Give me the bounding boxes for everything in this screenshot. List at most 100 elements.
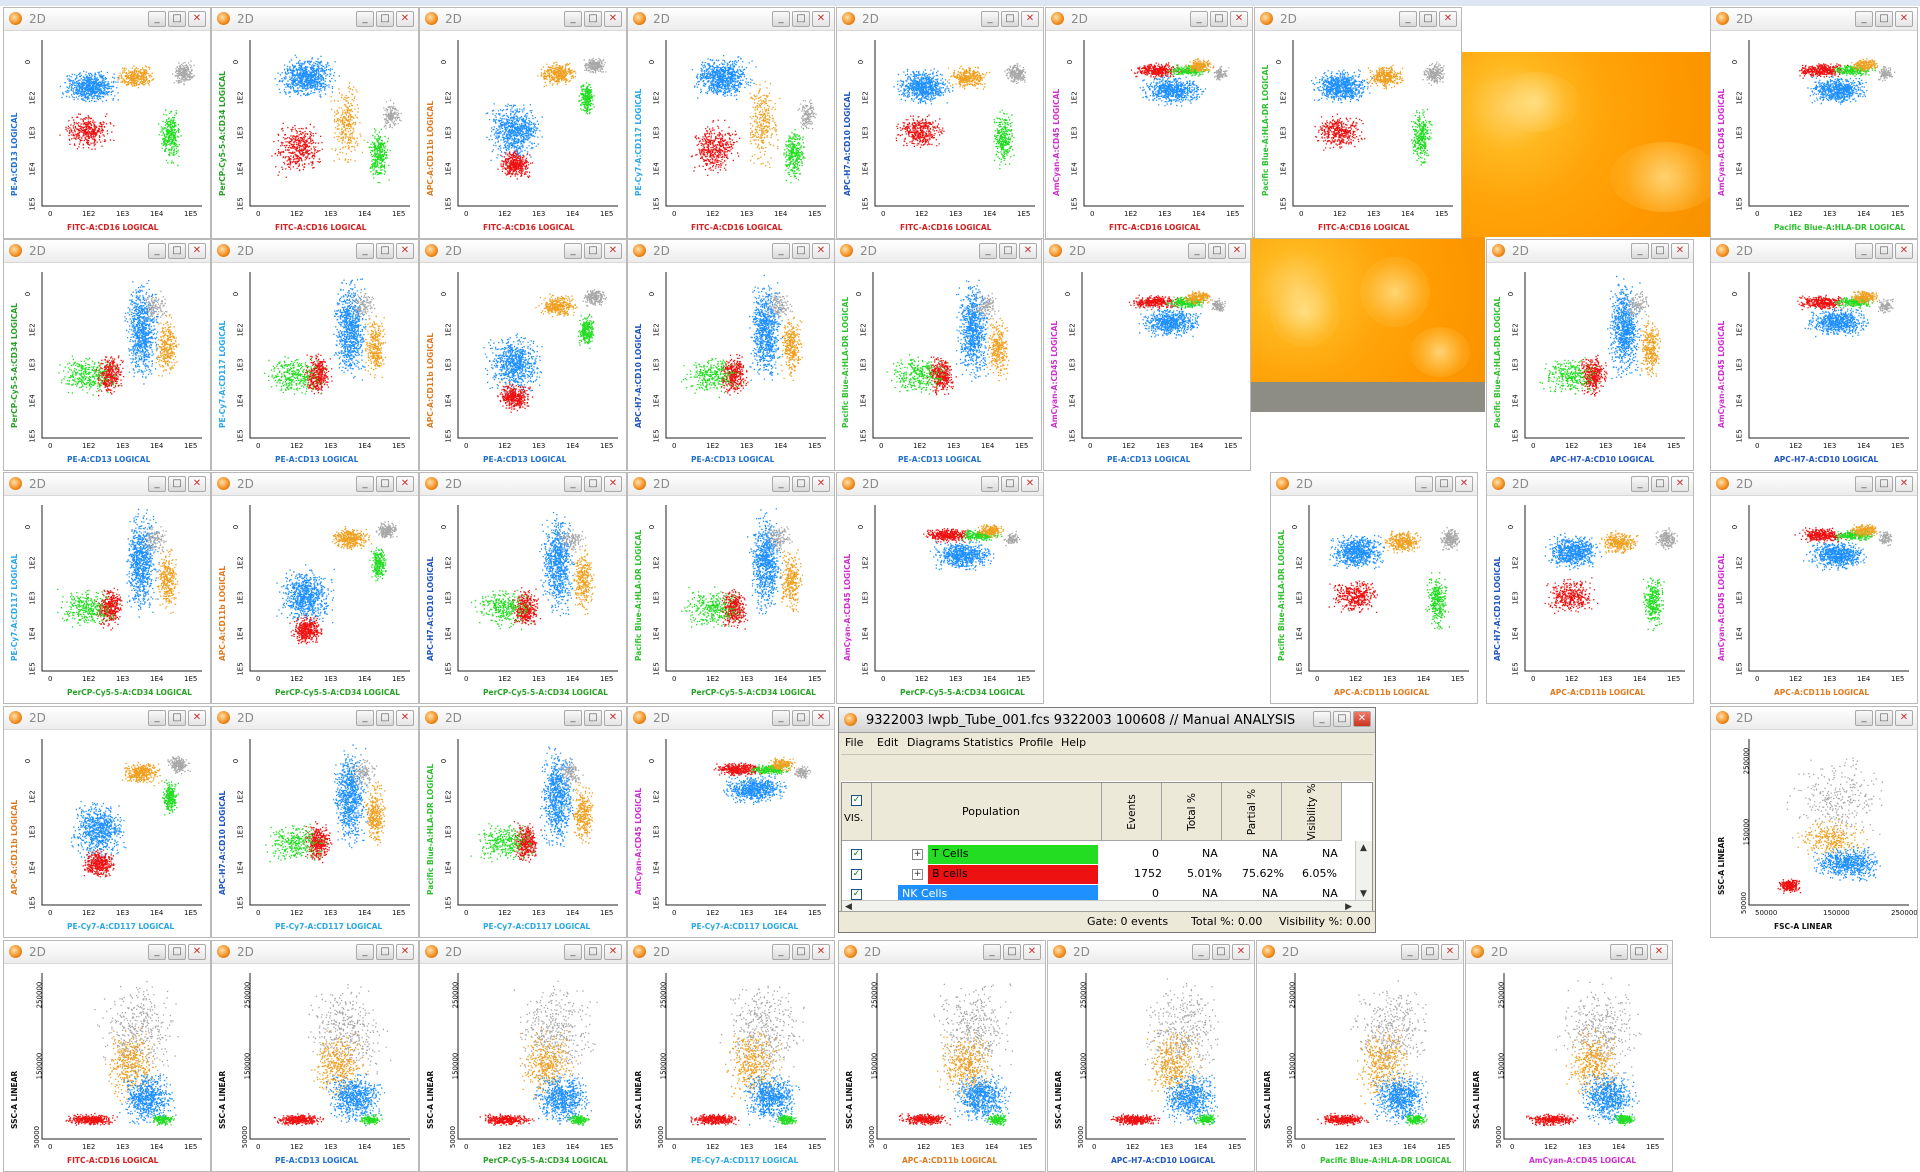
close-button[interactable]: ✕ — [188, 243, 206, 259]
plot-title-bar[interactable]: 2D _ □ ✕ — [212, 240, 418, 263]
plot-window[interactable]: 2D _ □ ✕ 0 1E2 1E3 1E4 1E5 0 1E2 1E3 1E4 1E5 PE-Cy… — [419, 706, 627, 938]
plot-window[interactable]: 2D _ □ ✕ 0 1E2 1E3 1E4 1E5 0 1E2 1E3 1E4 1E5 FITC-… — [3, 7, 211, 239]
maximize-button[interactable]: □ — [1003, 944, 1021, 960]
minimize-button[interactable]: _ — [356, 710, 374, 726]
maximize-button[interactable]: □ — [168, 243, 186, 259]
plot-window[interactable]: 2D _ □ ✕ 0 1E2 1E3 1E4 1E5 0 1E2 1E3 1E4 1E5 APC-A… — [1270, 472, 1478, 704]
close-button[interactable]: ✕ — [1671, 476, 1689, 492]
close-button[interactable]: ✕ — [812, 476, 830, 492]
maximize-button[interactable]: □ — [584, 710, 602, 726]
close-button[interactable]: ✕ — [1230, 11, 1248, 27]
plot-window[interactable]: 2D _ □ ✕ 0 1E2 1E3 1E4 1E5 0 1E2 1E3 1E4 1E5 APC-A… — [1486, 472, 1694, 704]
close-button[interactable]: ✕ — [1441, 944, 1459, 960]
maximize-button[interactable]: □ — [168, 476, 186, 492]
plot-title-bar[interactable]: 2D _ □ ✕ — [1271, 473, 1477, 496]
minimize-button[interactable]: _ — [148, 476, 166, 492]
minimize-button[interactable]: _ — [1855, 11, 1873, 27]
maximize-button[interactable]: □ — [999, 243, 1017, 259]
maximize-button[interactable]: □ — [376, 476, 394, 492]
plot-title-bar[interactable]: 2D _ □ ✕ — [1487, 240, 1693, 263]
plot-window[interactable]: 2D _ □ ✕ 0 1E2 1E3 1E4 1E5 0 1E2 1E3 1E4 1E5 PerCP… — [211, 472, 419, 704]
dot-plot[interactable]: 0 1E2 1E3 1E4 1E5 0 1E2 1E3 1E4 1E5 FITC-A:CD16 LO… — [1046, 30, 1252, 238]
plot-window[interactable]: 2D _ □ ✕ 0 1E2 1E3 1E4 1E5 0 1E2 1E3 1E4 1E5 APC-A… — [1710, 472, 1918, 704]
dot-plot[interactable]: 0 1E2 1E3 1E4 1E5 250000 150000 50000 APC-A:CD11… — [839, 963, 1045, 1171]
dot-plot[interactable]: 0 1E2 1E3 1E4 1E5 250000 150000 50000 PE-A:CD13 … — [212, 963, 418, 1171]
minimize-button[interactable]: _ — [564, 11, 582, 27]
close-button[interactable]: ✕ — [1895, 243, 1913, 259]
minimize-button[interactable]: _ — [148, 11, 166, 27]
expand-toggle[interactable]: + — [912, 849, 923, 860]
dot-plot[interactable]: 0 1E2 1E3 1E4 1E5 0 1E2 1E3 1E4 1E5 APC-H7-A:CD10 … — [1487, 262, 1693, 470]
plot-window[interactable]: 2D _ □ ✕ 0 1E2 1E3 1E4 1E5 0 1E2 1E3 1E4 1E5 PerCP… — [836, 472, 1044, 704]
maximize-button[interactable]: □ — [1333, 711, 1351, 727]
plot-window[interactable]: 2D _ □ ✕ 0 1E2 1E3 1E4 1E5 250000 150000 50000 F… — [3, 940, 211, 1172]
column-header-vis[interactable]: ✓ VIS. — [842, 783, 872, 841]
dot-plot[interactable]: 0 1E2 1E3 1E4 1E5 0 1E2 1E3 1E4 1E5 PE-A:CD13 LOGI… — [1044, 262, 1250, 470]
minimize-button[interactable]: _ — [1610, 944, 1628, 960]
dot-plot[interactable]: 0 1E2 1E3 1E4 1E5 0 1E2 1E3 1E4 1E5 PerCP-Cy5-5-A:… — [420, 495, 626, 703]
select-all-checkbox[interactable]: ✓ — [851, 795, 862, 806]
plot-title-bar[interactable]: 2D _ □ ✕ — [1257, 941, 1463, 964]
maximize-button[interactable]: □ — [376, 710, 394, 726]
close-button[interactable]: ✕ — [1019, 243, 1037, 259]
analysis-title-bar[interactable]: 9322003 lwpb_Tube_001.fcs 9322003 100608… — [839, 708, 1375, 733]
plot-title-bar[interactable]: 2D _ □ ✕ — [837, 473, 1043, 496]
column-header-total[interactable]: Total % — [1162, 783, 1222, 841]
minimize-button[interactable]: _ — [772, 944, 790, 960]
minimize-button[interactable]: _ — [772, 243, 790, 259]
minimize-button[interactable]: _ — [356, 944, 374, 960]
close-button[interactable]: ✕ — [1021, 11, 1039, 27]
plot-window[interactable]: 2D _ □ ✕ 0 1E2 1E3 1E4 1E5 250000 150000 50000 P… — [419, 940, 627, 1172]
minimize-button[interactable]: _ — [356, 243, 374, 259]
maximize-button[interactable]: □ — [1208, 243, 1226, 259]
plot-title-bar[interactable]: 2D _ □ ✕ — [839, 941, 1045, 964]
close-button[interactable]: ✕ — [1232, 944, 1250, 960]
close-button[interactable]: ✕ — [812, 11, 830, 27]
minimize-button[interactable]: _ — [1192, 944, 1210, 960]
plot-window[interactable]: 2D _ □ ✕ 0 1E2 1E3 1E4 1E5 0 1E2 1E3 1E4 1E5 PerCP… — [627, 472, 835, 704]
plot-window[interactable]: 2D _ □ ✕ 0 1E2 1E3 1E4 1E5 0 1E2 1E3 1E4 1E5 PE-Cy… — [3, 706, 211, 938]
column-header-events[interactable]: Events — [1102, 783, 1162, 841]
dot-plot[interactable]: 0 1E2 1E3 1E4 1E5 250000 150000 50000 PerCP-Cy5-… — [420, 963, 626, 1171]
minimize-button[interactable]: _ — [564, 243, 582, 259]
plot-title-bar[interactable]: 2D _ □ ✕ — [1711, 473, 1917, 496]
dot-plot[interactable]: 0 1E2 1E3 1E4 1E5 0 1E2 1E3 1E4 1E5 Pacific Blue-A… — [1711, 30, 1917, 238]
plot-title-bar[interactable]: 2D _ □ ✕ — [420, 941, 626, 964]
analysis-window[interactable]: 9322003 lwpb_Tube_001.fcs 9322003 100608… — [838, 707, 1376, 933]
plot-window[interactable]: 2D _ □ ✕ 0 1E2 1E3 1E4 1E5 0 1E2 1E3 1E4 1E5 PerCP… — [3, 472, 211, 704]
minimize-button[interactable]: _ — [564, 944, 582, 960]
dot-plot[interactable]: 0 1E2 1E3 1E4 1E5 0 1E2 1E3 1E4 1E5 PE-A:CD13 LOGI… — [420, 262, 626, 470]
minimize-button[interactable]: _ — [1401, 944, 1419, 960]
maximize-button[interactable]: □ — [168, 710, 186, 726]
plot-window[interactable]: 2D _ □ ✕ 0 1E2 1E3 1E4 1E5 0 1E2 1E3 1E4 1E5 APC-H… — [1710, 239, 1918, 471]
plot-title-bar[interactable]: 2D _ □ ✕ — [1255, 8, 1461, 31]
menu-edit[interactable]: Edit — [877, 736, 899, 749]
close-button[interactable]: ✕ — [604, 11, 622, 27]
plot-window[interactable]: 2D _ □ ✕ 0 1E2 1E3 1E4 1E5 0 1E2 1E3 1E4 1E5 FITC-… — [1045, 7, 1253, 239]
scroll-right-arrow[interactable]: ▶ — [1345, 902, 1352, 912]
maximize-button[interactable]: □ — [376, 944, 394, 960]
minimize-button[interactable]: _ — [1313, 711, 1331, 727]
plot-window[interactable]: 2D _ □ ✕ 0 1E2 1E3 1E4 1E5 0 1E2 1E3 1E4 1E5 PE-Cy… — [211, 706, 419, 938]
maximize-button[interactable]: □ — [1651, 243, 1669, 259]
dot-plot[interactable]: 0 1E2 1E3 1E4 1E5 0 1E2 1E3 1E4 1E5 PerCP-Cy5-5-A:… — [837, 495, 1043, 703]
population-row-nk-cells[interactable]: ✓ NK Cells 0 NA NA NA — [842, 885, 1358, 904]
plot-title-bar[interactable]: 2D _ □ ✕ — [628, 473, 834, 496]
dot-plot[interactable]: 0 1E2 1E3 1E4 1E5 0 1E2 1E3 1E4 1E5 PerCP-Cy5-5-A:… — [628, 495, 834, 703]
minimize-button[interactable]: _ — [564, 476, 582, 492]
dot-plot[interactable]: 0 1E2 1E3 1E4 1E5 0 1E2 1E3 1E4 1E5 PerCP-Cy5-5-A:… — [212, 495, 418, 703]
menu-file[interactable]: File — [845, 736, 864, 749]
plot-title-bar[interactable]: 2D _ □ ✕ — [420, 473, 626, 496]
plot-window[interactable]: 2D _ □ ✕ 0 1E2 1E3 1E4 1E5 0 1E2 1E3 1E4 1E5 APC-H… — [1486, 239, 1694, 471]
menu-profile[interactable]: Profile — [1019, 736, 1054, 749]
dot-plot[interactable]: 0 1E2 1E3 1E4 1E5 0 1E2 1E3 1E4 1E5 PE-Cy7-A:CD117… — [628, 729, 834, 937]
plot-title-bar[interactable]: 2D _ □ ✕ — [1466, 941, 1672, 964]
maximize-button[interactable]: □ — [792, 243, 810, 259]
maximize-button[interactable]: □ — [1421, 944, 1439, 960]
plot-window[interactable]: 2D _ □ ✕ 0 1E2 1E3 1E4 1E5 250000 150000 50000 P… — [1256, 940, 1464, 1172]
close-button[interactable]: ✕ — [1650, 944, 1668, 960]
minimize-button[interactable]: _ — [772, 11, 790, 27]
plot-title-bar[interactable]: 2D _ □ ✕ — [4, 8, 210, 31]
menu-help[interactable]: Help — [1061, 736, 1087, 749]
maximize-button[interactable]: □ — [168, 944, 186, 960]
